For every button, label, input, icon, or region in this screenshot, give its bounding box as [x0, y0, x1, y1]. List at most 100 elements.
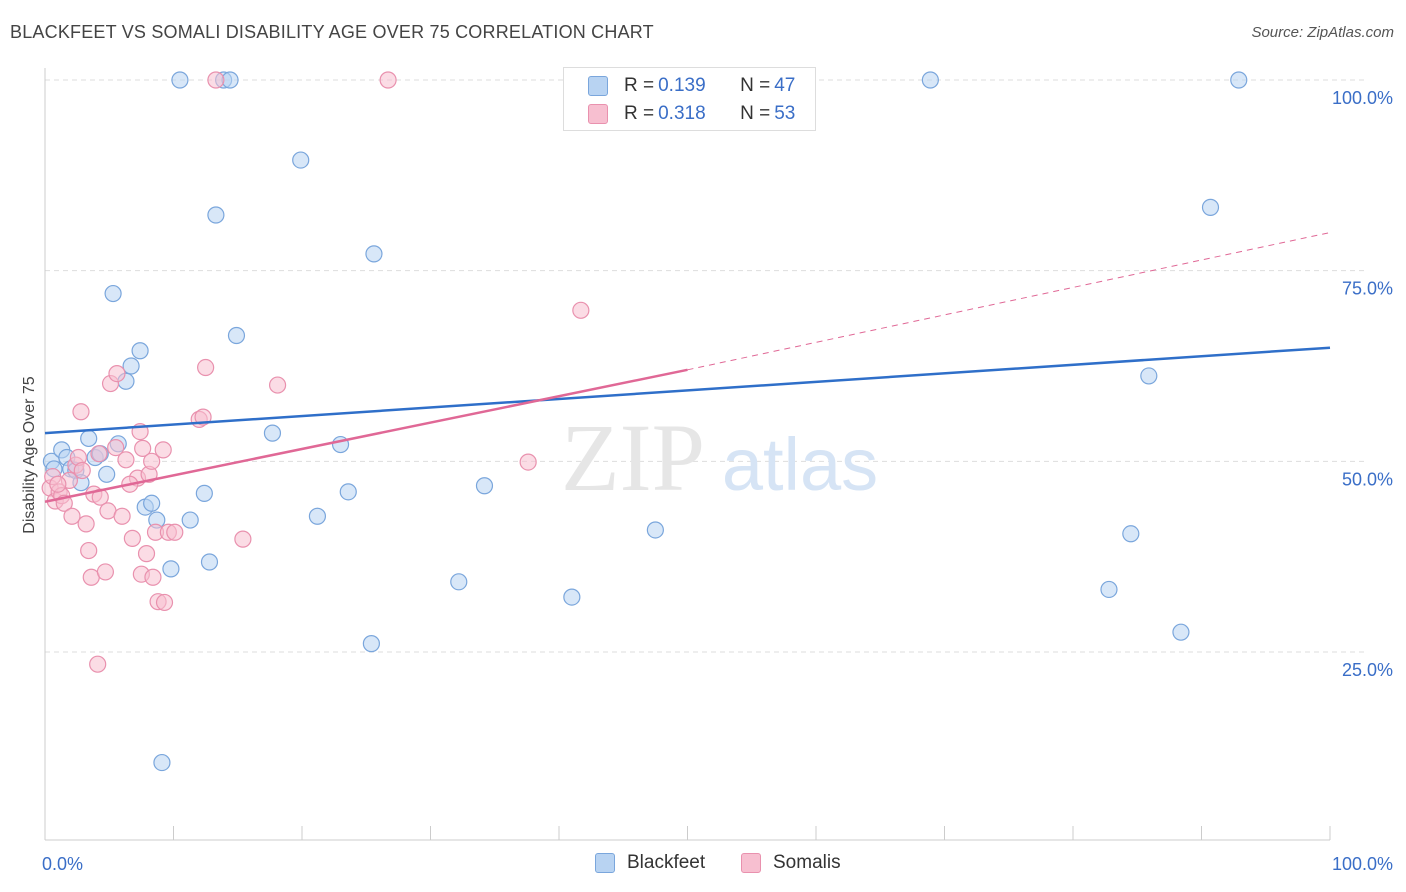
blackfeet-point-46: [1201, 198, 1220, 216]
blackfeet-point-11: [104, 284, 122, 303]
blackfeet-point-39: [646, 521, 664, 539]
axes: [44, 68, 1331, 841]
blackfeet-point-45: [1172, 623, 1190, 641]
somali-n-label: N =: [740, 103, 771, 124]
x-tick-label-max: 100.0%: [1332, 854, 1393, 874]
legend-blackfeet-swatch: [595, 853, 615, 873]
blackfeet-point-23: [195, 484, 213, 502]
somali-point-11: [72, 403, 90, 421]
somali-point-37: [154, 441, 172, 459]
somali-point-47: [519, 453, 537, 471]
somali-point-19: [96, 563, 114, 581]
blackfeet-point-17: [143, 494, 161, 512]
y-tick-label-100: 100.0%: [1332, 88, 1393, 108]
trend-lines: [44, 232, 1331, 503]
blackfeet-point-31: [308, 507, 327, 525]
somali-points: [41, 71, 727, 673]
y-tick-label-50: 50.0%: [1342, 469, 1393, 489]
somali-point-46: [379, 71, 397, 89]
somali-point-34: [144, 568, 162, 586]
blackfeet-n-value: 47: [774, 75, 796, 96]
blackfeet-point-41: [921, 71, 939, 89]
blackfeet-point-35: [365, 245, 383, 263]
watermark-atlas: atlas: [722, 423, 878, 506]
blackfeet-point-19: [153, 753, 171, 772]
somali-point-50: [207, 71, 225, 89]
somali-point-45: [268, 376, 287, 394]
somali-point-24: [113, 507, 131, 525]
blackfeet-point-15: [131, 342, 149, 360]
watermark-zip: ZIP: [561, 404, 705, 511]
somali-point-43: [197, 358, 215, 377]
legend-blackfeet-label: Blackfeet: [627, 852, 706, 873]
somali-point-30: [134, 439, 152, 457]
y-tick-label-75: 75.0%: [1342, 279, 1393, 299]
legend-item-blackfeet: Blackfeet: [595, 852, 705, 874]
blackfeet-point-43: [1122, 525, 1140, 543]
somali-n-value: 53: [774, 103, 796, 124]
somali-point-22: [107, 439, 125, 457]
somali-trend-extension: [687, 232, 1331, 371]
somali-point-48: [572, 301, 590, 319]
stats-legend: R = 0.139 N = 47 R = 0.318 N = 53: [563, 67, 816, 131]
somali-trend-line: [44, 368, 688, 503]
somali-swatch: [588, 104, 608, 124]
series-legend: Blackfeet Somalis: [0, 852, 1406, 876]
blackfeet-point-7: [80, 429, 98, 448]
blackfeet-point-47: [1230, 71, 1248, 89]
somali-point-10: [73, 461, 91, 480]
somali-point-40: [166, 523, 184, 541]
blackfeet-point-42: [1100, 580, 1118, 599]
y-axis-label: Disability Age Over 75: [21, 376, 38, 534]
blackfeet-point-33: [339, 483, 357, 501]
somali-point-17: [90, 445, 108, 463]
legend-somali-label: Somalis: [773, 852, 841, 873]
blackfeet-r-label: R =: [624, 75, 655, 96]
somali-point-12: [77, 515, 95, 533]
blackfeet-point-34: [362, 635, 380, 653]
blackfeet-point-37: [475, 477, 494, 495]
blackfeet-point-30: [292, 151, 310, 169]
somali-r-value: 0.318: [658, 103, 706, 124]
blackfeet-swatch: [588, 76, 608, 96]
blackfeet-point-44: [1140, 367, 1158, 385]
grid-lines: [45, 79, 1365, 653]
legend-row-blackfeet: R = 0.139 N = 47: [588, 73, 795, 99]
blackfeet-point-10: [98, 465, 116, 483]
blackfeet-point-21: [171, 71, 189, 89]
source-credit: Source: ZipAtlas.com: [1251, 24, 1394, 41]
blackfeet-point-29: [263, 424, 282, 442]
blackfeet-n-label: N =: [740, 75, 771, 96]
blackfeet-point-24: [200, 553, 219, 571]
blackfeet-point-28: [227, 326, 246, 345]
blackfeet-point-38: [563, 588, 581, 606]
blackfeet-point-22: [181, 511, 199, 529]
somali-point-23: [108, 365, 126, 383]
y-tick-label-25: 25.0%: [1342, 660, 1393, 680]
legend-somali-swatch: [741, 853, 761, 873]
blackfeet-point-36: [450, 573, 468, 591]
blackfeet-r-value: 0.139: [658, 75, 706, 96]
blackfeet-trend-line: [44, 346, 1331, 435]
legend-item-somalis: Somalis: [741, 852, 841, 874]
watermark: ZIP atlas: [561, 404, 878, 511]
somali-r-label: R =: [624, 103, 655, 124]
legend-row-somalis: R = 0.318 N = 53: [588, 101, 795, 127]
somali-point-25: [117, 451, 135, 469]
tick-labels: 25.0% 50.0% 75.0% 100.0% 0.0% 100.0%: [42, 88, 1393, 874]
blackfeet-point-20: [162, 560, 180, 578]
x-tick-label-min: 0.0%: [42, 854, 83, 874]
blackfeet-point-14: [122, 357, 140, 375]
somali-point-16: [89, 655, 107, 673]
somali-point-26: [123, 529, 141, 547]
blackfeet-point-25: [207, 206, 225, 224]
somali-point-51: [49, 475, 67, 493]
somali-point-31: [137, 545, 156, 563]
chart-title: BLACKFEET VS SOMALI DISABILITY AGE OVER …: [10, 22, 654, 42]
somali-point-33: [143, 452, 161, 470]
somali-point-7: [63, 507, 81, 525]
somali-point-44: [234, 530, 252, 548]
somali-point-38: [155, 593, 174, 612]
somali-point-13: [80, 541, 98, 560]
